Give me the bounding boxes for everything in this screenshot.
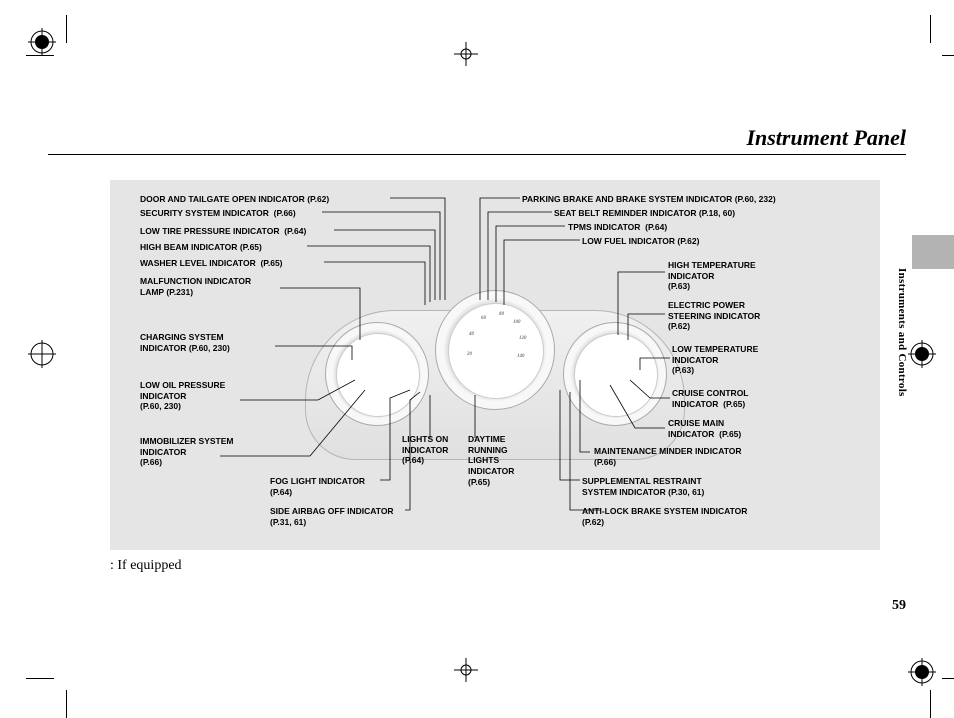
- label-cruise-main: CRUISE MAIN INDICATOR (P.65): [668, 418, 741, 439]
- label-eps: ELECTRIC POWER STEERING INDICATOR (P.62): [668, 300, 760, 332]
- label-low-fuel: LOW FUEL INDICATOR (P.62): [582, 236, 699, 247]
- label-srs: SUPPLEMENTAL RESTRAINT SYSTEM INDICATOR …: [582, 476, 704, 497]
- registration-mark-icon: [908, 658, 936, 686]
- section-title: Instruments and Controls: [896, 268, 908, 397]
- label-immobilizer: IMMOBILIZER SYSTEM INDICATOR (P.66): [140, 436, 234, 468]
- label-security-system: SECURITY SYSTEM INDICATOR (P.66): [140, 208, 296, 219]
- label-abs: ANTI-LOCK BRAKE SYSTEM INDICATOR (P.62): [582, 506, 747, 527]
- label-drl: DAYTIME RUNNING LIGHTS INDICATOR (P.65): [468, 434, 514, 487]
- footnote-if-equipped: : If equipped: [110, 558, 182, 574]
- label-parking-brake: PARKING BRAKE AND BRAKE SYSTEM INDICATOR…: [522, 194, 776, 205]
- title-rule: [48, 154, 906, 155]
- instrument-panel-diagram: 20 40 60 80 100 120 140 DOOR AND TAILGAT…: [110, 180, 880, 550]
- label-low-temp: LOW TEMPERATURE INDICATOR (P.63): [672, 344, 758, 376]
- section-tab: [912, 235, 954, 269]
- label-tpms: TPMS INDICATOR (P.64): [568, 222, 667, 233]
- label-high-beam: HIGH BEAM INDICATOR (P.65): [140, 242, 262, 253]
- label-side-airbag-off: SIDE AIRBAG OFF INDICATOR (P.31, 61): [270, 506, 394, 527]
- tachometer: [325, 322, 429, 426]
- label-cruise-control: CRUISE CONTROL INDICATOR (P.65): [672, 388, 749, 409]
- registration-mark-icon: [28, 28, 56, 56]
- label-charging-system: CHARGING SYSTEM INDICATOR (P.60, 230): [140, 332, 230, 353]
- page-number: 59: [892, 598, 906, 614]
- cross-mark-icon: [452, 40, 480, 68]
- page-title: Instrument Panel: [746, 125, 906, 151]
- label-fog-light: FOG LIGHT INDICATOR (P.64): [270, 476, 365, 497]
- speedometer: 20 40 60 80 100 120 140: [435, 290, 555, 410]
- label-lights-on: LIGHTS ON INDICATOR (P.64): [402, 434, 448, 466]
- label-high-temp: HIGH TEMPERATURE INDICATOR (P.63): [668, 260, 756, 292]
- label-maint-minder: MAINTENANCE MINDER INDICATOR (P.66): [594, 446, 742, 467]
- label-washer-level: WASHER LEVEL INDICATOR (P.65): [140, 258, 283, 269]
- label-low-oil-pressure: LOW OIL PRESSURE INDICATOR (P.60, 230): [140, 380, 225, 412]
- label-low-tire-pressure: LOW TIRE PRESSURE INDICATOR (P.64): [140, 226, 306, 237]
- cross-mark-icon: [452, 656, 480, 684]
- label-door-tailgate: DOOR AND TAILGATE OPEN INDICATOR (P.62): [140, 194, 329, 205]
- registration-mark-icon: [28, 340, 56, 368]
- label-malfunction-lamp: MALFUNCTION INDICATOR LAMP (P.231): [140, 276, 251, 297]
- registration-mark-icon: [908, 340, 936, 368]
- label-seat-belt: SEAT BELT REMINDER INDICATOR (P.18, 60): [554, 208, 735, 219]
- fuel-temp-gauge: [563, 322, 667, 426]
